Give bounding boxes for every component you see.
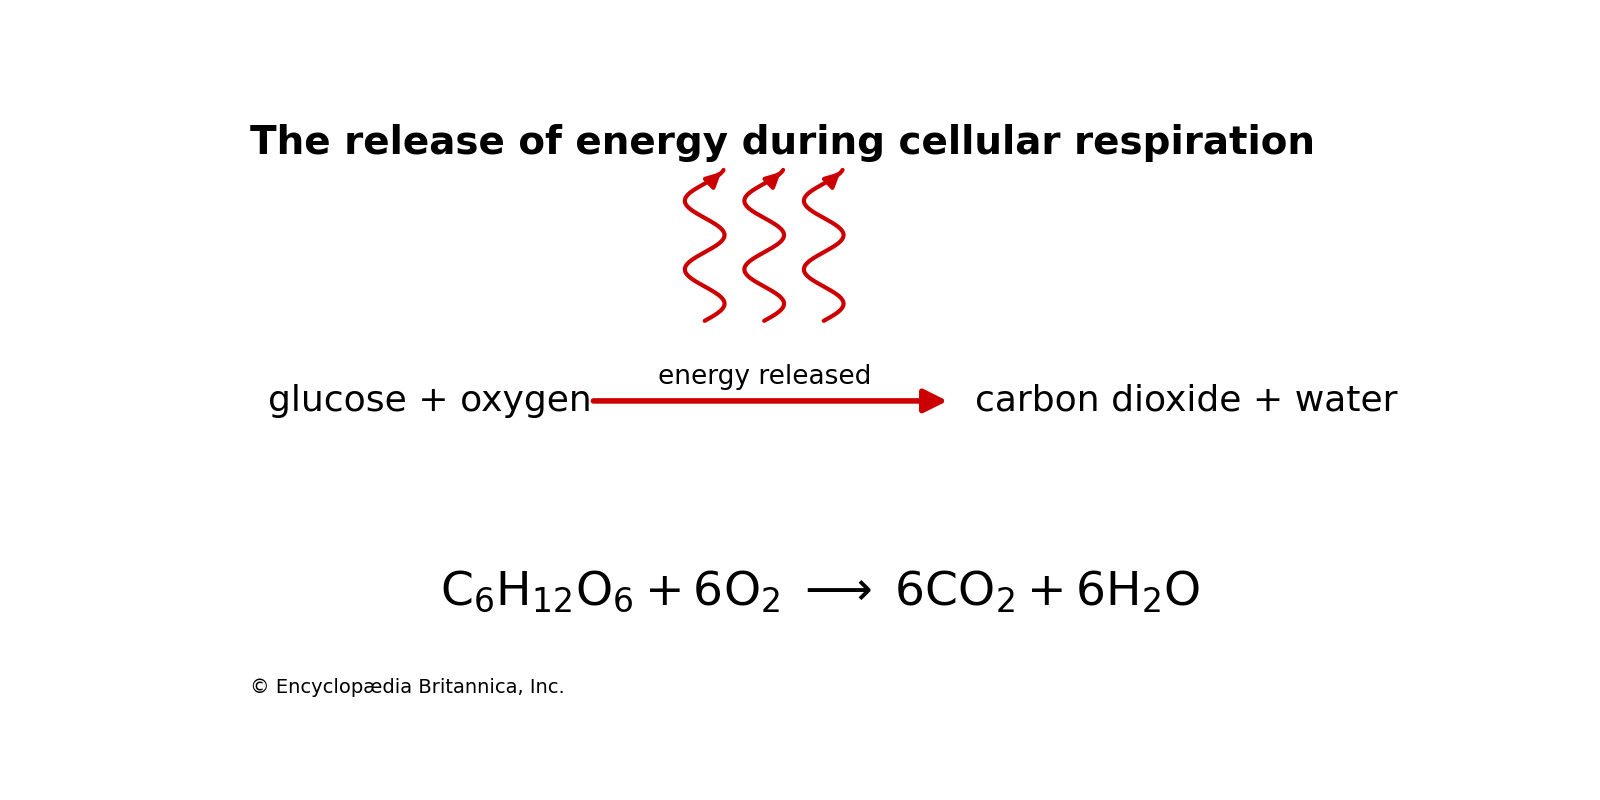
Text: The release of energy during cellular respiration: The release of energy during cellular re… — [250, 124, 1315, 162]
Text: © Encyclopædia Britannica, Inc.: © Encyclopædia Britannica, Inc. — [250, 678, 565, 697]
Text: glucose + oxygen: glucose + oxygen — [269, 384, 592, 418]
Text: $\mathsf{C_6H_{12}O_6 + 6O_2}$$\;\mathsf{\longrightarrow}\;$$\mathsf{6CO_2 + 6H_: $\mathsf{C_6H_{12}O_6 + 6O_2}$$\;\mathsf… — [440, 569, 1200, 614]
Text: carbon dioxide + water: carbon dioxide + water — [974, 384, 1397, 418]
Text: energy released: energy released — [658, 364, 870, 390]
